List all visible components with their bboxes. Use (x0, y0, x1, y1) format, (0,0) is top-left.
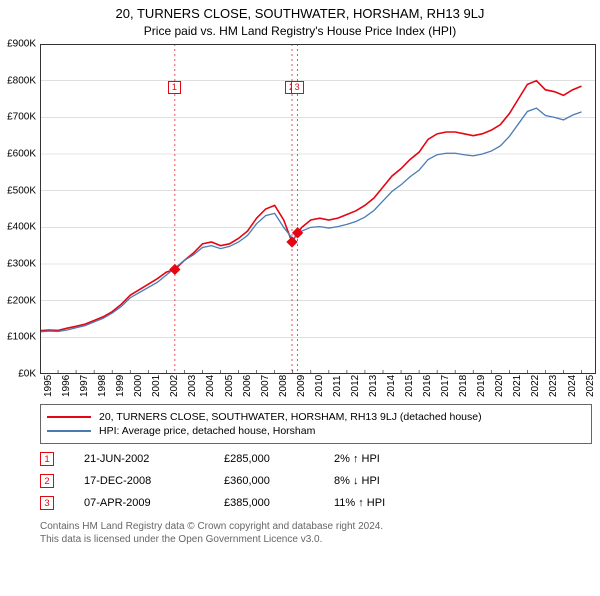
footer-attribution: Contains HM Land Registry data © Crown c… (40, 520, 592, 546)
x-axis-label: 2016 (422, 375, 433, 397)
x-axis-label: 2007 (260, 375, 271, 397)
y-axis-label: £600K (0, 149, 36, 160)
x-axis-label: 2023 (548, 375, 559, 397)
tx-row: 3 07-APR-2009£385,00011% ↑ HPI (40, 496, 592, 510)
chart-subtitle: Price paid vs. HM Land Registry's House … (0, 24, 600, 38)
x-axis-label: 2010 (314, 375, 325, 397)
tx-price: £285,000 (224, 453, 334, 465)
chart-title: 20, TURNERS CLOSE, SOUTHWATER, HORSHAM, … (0, 6, 600, 21)
legend: 20, TURNERS CLOSE, SOUTHWATER, HORSHAM, … (40, 404, 592, 444)
x-axis-label: 2003 (187, 375, 198, 397)
x-axis-label: 2000 (133, 375, 144, 397)
legend-row: HPI: Average price, detached house, Hors… (47, 425, 585, 437)
x-axis-label: 2019 (476, 375, 487, 397)
x-axis-label: 2017 (440, 375, 451, 397)
y-axis-label: £300K (0, 259, 36, 270)
x-axis-label: 2008 (278, 375, 289, 397)
legend-swatch (47, 416, 91, 418)
tx-marker-3: 3 (291, 81, 304, 94)
y-axis-label: £800K (0, 75, 36, 86)
x-axis-label: 2005 (224, 375, 235, 397)
tx-price: £385,000 (224, 497, 334, 509)
y-axis-label: £100K (0, 332, 36, 343)
footer-line-1: Contains HM Land Registry data © Crown c… (40, 520, 592, 533)
tx-hpi: 2% ↑ HPI (334, 453, 434, 465)
footer-line-2: This data is licensed under the Open Gov… (40, 533, 592, 546)
tx-hpi: 8% ↓ HPI (334, 475, 434, 487)
chart-svg (40, 44, 596, 374)
x-axis-label: 1995 (43, 375, 54, 397)
x-axis-label: 2009 (296, 375, 307, 397)
x-axis-label: 2024 (567, 375, 578, 397)
tx-marker-1: 1 (168, 81, 181, 94)
tx-row: 2 17-DEC-2008£360,0008% ↓ HPI (40, 474, 592, 488)
tx-hpi: 11% ↑ HPI (334, 497, 434, 509)
tx-date: 07-APR-2009 (84, 497, 224, 509)
legend-label: HPI: Average price, detached house, Hors… (99, 425, 315, 437)
tx-number: 1 (40, 452, 54, 466)
legend-swatch (47, 430, 91, 432)
y-axis-label: £200K (0, 295, 36, 306)
y-axis-label: £0K (0, 369, 36, 380)
x-axis-label: 2020 (494, 375, 505, 397)
y-axis-label: £900K (0, 39, 36, 50)
tx-price: £360,000 (224, 475, 334, 487)
x-axis-label: 1999 (115, 375, 126, 397)
x-axis-label: 2012 (350, 375, 361, 397)
x-axis-label: 1996 (61, 375, 72, 397)
tx-date: 21-JUN-2002 (84, 453, 224, 465)
x-axis-label: 1998 (97, 375, 108, 397)
x-axis-label: 2002 (169, 375, 180, 397)
x-axis-label: 2004 (205, 375, 216, 397)
transactions-table: 1 21-JUN-2002£285,0002% ↑ HPI 2 17-DEC-2008… (40, 452, 592, 510)
y-axis-label: £500K (0, 185, 36, 196)
x-axis-label: 2013 (368, 375, 379, 397)
x-axis-label: 2015 (404, 375, 415, 397)
tx-date: 17-DEC-2008 (84, 475, 224, 487)
x-axis-label: 2021 (512, 375, 523, 397)
y-axis-label: £700K (0, 112, 36, 123)
tx-number: 2 (40, 474, 54, 488)
legend-row: 20, TURNERS CLOSE, SOUTHWATER, HORSHAM, … (47, 411, 585, 423)
x-axis-label: 2006 (242, 375, 253, 397)
x-axis-label: 2014 (386, 375, 397, 397)
x-axis-label: 2025 (585, 375, 596, 397)
x-axis-label: 2001 (151, 375, 162, 397)
x-axis-label: 1997 (79, 375, 90, 397)
x-axis-label: 2011 (332, 375, 343, 397)
legend-label: 20, TURNERS CLOSE, SOUTHWATER, HORSHAM, … (99, 411, 482, 423)
x-axis-label: 2022 (530, 375, 541, 397)
tx-number: 3 (40, 496, 54, 510)
x-axis-label: 2018 (458, 375, 469, 397)
y-axis-label: £400K (0, 222, 36, 233)
chart-area: £0K£100K£200K£300K£400K£500K£600K£700K£8… (40, 44, 596, 374)
tx-row: 1 21-JUN-2002£285,0002% ↑ HPI (40, 452, 592, 466)
